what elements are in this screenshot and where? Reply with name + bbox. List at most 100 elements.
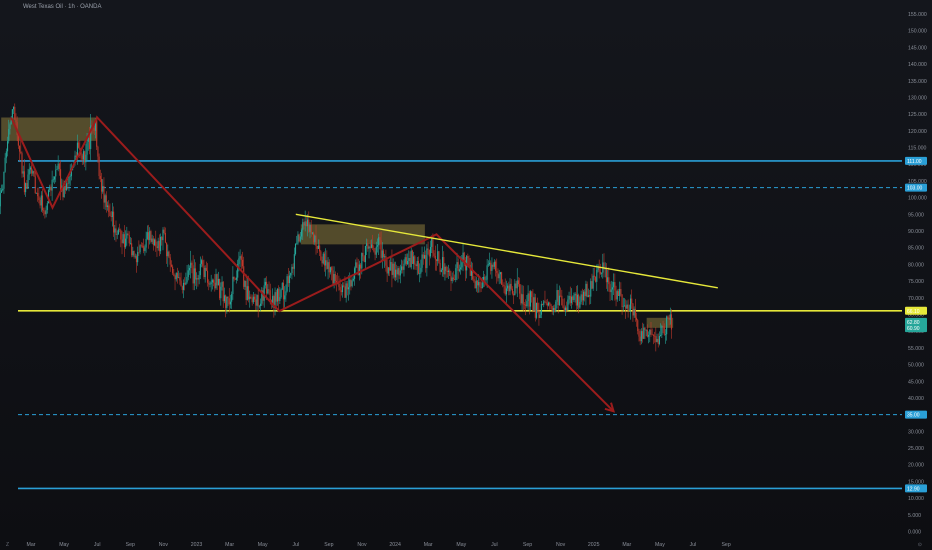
candle-body — [137, 252, 139, 263]
candle-body — [232, 276, 234, 295]
candle-body — [164, 233, 166, 243]
candle-body — [113, 211, 115, 233]
x-tick-label: 2025 — [588, 542, 600, 548]
candle-body — [56, 168, 58, 170]
candle-body — [431, 236, 433, 247]
candle-body — [299, 236, 301, 242]
y-tick-label: 110.000 — [908, 162, 926, 168]
candle-body — [63, 185, 65, 198]
candle-body — [419, 273, 421, 275]
candle-body — [309, 224, 311, 232]
candle-body — [315, 235, 317, 246]
candle-body — [188, 267, 191, 271]
candle-body — [76, 142, 78, 157]
candle-body — [446, 270, 448, 272]
candle-body — [503, 284, 505, 287]
x-tick-label: Jul — [292, 542, 299, 548]
candle-body — [461, 262, 463, 268]
candle-body — [639, 336, 641, 342]
candle-body — [478, 282, 480, 286]
settings-icon[interactable]: Z — [6, 542, 10, 548]
candle-body — [572, 296, 574, 300]
candle-body — [452, 277, 454, 280]
candle-body — [575, 293, 577, 306]
candle-body — [385, 256, 387, 266]
candle-body — [664, 334, 667, 335]
candle-body — [579, 301, 581, 308]
candle-body — [638, 331, 640, 337]
candle-body — [64, 185, 66, 191]
candle-body — [421, 254, 423, 268]
candle-body — [645, 329, 647, 331]
candle-body — [44, 211, 46, 215]
candle-body — [634, 308, 636, 318]
candle-body — [380, 240, 382, 258]
candle-body — [646, 329, 648, 337]
candle-body — [244, 280, 246, 287]
candle-body — [538, 309, 540, 318]
candle-body — [487, 264, 489, 266]
candle-body — [414, 256, 416, 265]
candle-body — [410, 250, 412, 268]
candle-body — [320, 251, 322, 260]
candle-body — [151, 238, 153, 242]
candle-body — [394, 269, 397, 278]
candle-body — [384, 256, 386, 258]
candle-body — [109, 212, 111, 217]
candle-body — [172, 266, 174, 274]
candle-body — [0, 192, 1, 207]
candle-body — [69, 176, 71, 177]
candle-body — [227, 296, 229, 299]
candle-body — [210, 282, 212, 285]
y-tick-label: 130.000 — [908, 95, 927, 101]
candle-body — [552, 308, 554, 312]
candle-body — [415, 264, 417, 267]
candle-body — [651, 334, 653, 336]
candle-body — [649, 329, 651, 335]
x-tick-label: Sep — [721, 542, 730, 548]
candle-body — [5, 151, 7, 158]
candle-body — [464, 260, 466, 271]
candle-body — [85, 154, 87, 163]
candle-body — [323, 253, 326, 266]
candle-body — [126, 233, 128, 239]
candle-body — [280, 289, 282, 298]
candle-body — [286, 276, 288, 292]
candle-body — [0, 190, 3, 193]
candle-body — [401, 266, 403, 271]
candle-body — [178, 277, 180, 278]
candle-body — [402, 266, 404, 270]
candle-body — [268, 289, 270, 291]
candle-body — [45, 209, 47, 215]
clock-icon[interactable]: ⊙ — [917, 542, 922, 548]
candle-body — [225, 295, 227, 308]
y-tick-label: 140.000 — [908, 62, 927, 68]
candle-body — [14, 106, 16, 120]
candle-body — [603, 262, 605, 270]
candle-body — [455, 268, 457, 280]
candle-body — [301, 230, 303, 237]
candle-body — [279, 297, 281, 301]
candle-body — [297, 234, 299, 244]
chart-title: West Texas Oil · 1h · OANDA — [23, 4, 102, 10]
candle-body — [115, 228, 117, 235]
candle-body — [103, 186, 105, 203]
candle-body — [357, 267, 359, 276]
candle-body — [58, 163, 60, 170]
candle-body — [338, 283, 340, 287]
candle-body — [57, 163, 59, 169]
candle-body — [4, 157, 6, 172]
candle-body — [509, 283, 511, 292]
candle-body — [6, 141, 9, 152]
x-tick-label: Mar — [225, 542, 234, 548]
candle-body — [360, 264, 362, 269]
candle-body — [598, 265, 600, 272]
candle-body — [186, 276, 188, 283]
candle-body — [567, 299, 569, 311]
candle-body — [194, 268, 197, 280]
candle-body — [433, 253, 435, 256]
candle-body — [157, 240, 159, 249]
candle-body — [15, 119, 17, 123]
candle-body — [150, 231, 152, 242]
